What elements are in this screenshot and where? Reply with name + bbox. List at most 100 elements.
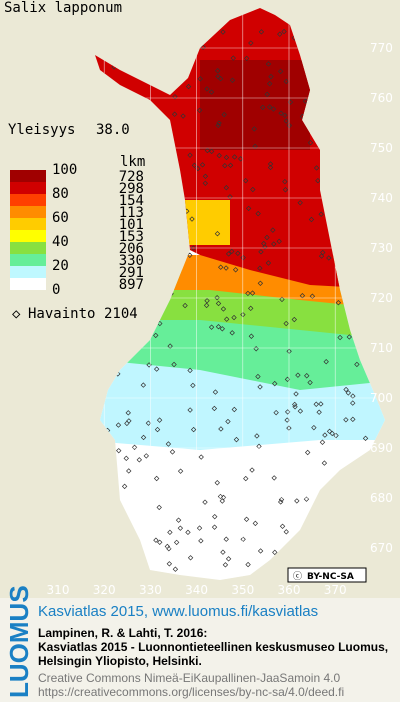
observation-dot xyxy=(294,498,300,504)
legend-swatch xyxy=(10,182,46,194)
observation-dot xyxy=(255,210,261,217)
observation-dot xyxy=(265,61,272,67)
observation-dot xyxy=(357,150,363,157)
observation-dot xyxy=(333,432,339,439)
observation-dot xyxy=(331,78,337,84)
observation-dot xyxy=(109,503,116,509)
observation-dot xyxy=(171,111,178,117)
observation-dot xyxy=(95,194,99,200)
observation-dot xyxy=(165,441,172,447)
observation-dot xyxy=(309,72,315,78)
observation-dot xyxy=(257,384,263,390)
observation-dot xyxy=(344,251,350,258)
observation-dot xyxy=(366,356,372,362)
legend-swatch xyxy=(10,242,46,254)
observation-dot xyxy=(126,148,133,154)
observation-dot xyxy=(282,178,288,185)
observation-dot xyxy=(267,164,274,171)
observation-dot xyxy=(115,422,122,428)
observation-dot xyxy=(313,165,320,171)
observation-dot xyxy=(235,250,241,257)
observation-dot xyxy=(252,520,259,527)
license-url[interactable]: https://creativecommons.org/licenses/by-… xyxy=(38,685,344,699)
observation-dot xyxy=(277,68,284,75)
observation-dot xyxy=(191,162,198,169)
observation-dot xyxy=(273,409,279,416)
observation-dot xyxy=(88,291,92,295)
observation-dot xyxy=(283,118,289,124)
observation-dot xyxy=(156,417,163,423)
observation-dot xyxy=(350,400,356,406)
observation-dot xyxy=(220,549,226,555)
observation-dot xyxy=(364,202,370,209)
legend-scale-label: 0 xyxy=(52,282,60,298)
observation-label: Havainto xyxy=(28,306,95,322)
license-badge xyxy=(287,567,367,583)
observation-dot xyxy=(323,359,329,365)
observation-dot xyxy=(231,314,237,321)
observation-dot xyxy=(157,117,164,123)
observation-dot xyxy=(178,197,185,203)
observation-dot xyxy=(271,241,277,247)
observation-dot xyxy=(121,483,128,490)
observation-dot xyxy=(230,55,236,61)
observation-dot xyxy=(319,99,325,106)
observation-dot xyxy=(350,416,356,423)
observation-dot xyxy=(204,86,210,92)
observation-dot xyxy=(172,566,179,572)
observation-dot xyxy=(243,516,250,522)
y-tick-label: 750 xyxy=(370,141,393,155)
observation-dot xyxy=(113,562,119,568)
observation-dot xyxy=(199,162,206,168)
observation-dot xyxy=(278,110,284,116)
observation-dot xyxy=(345,390,351,396)
observation-dot xyxy=(102,226,108,232)
observation-dot xyxy=(245,205,252,212)
observation-dot xyxy=(197,76,203,82)
x-tick-label: 310 xyxy=(47,583,70,597)
observation-dot xyxy=(248,305,254,312)
observation-dot xyxy=(365,305,371,311)
observation-dot xyxy=(318,401,324,407)
observation-dot xyxy=(219,498,226,504)
observation-dot xyxy=(208,89,215,95)
atlas-link[interactable]: Kasviatlas 2015, www.luomus.fi/kasviatla… xyxy=(38,603,318,620)
observation-dot xyxy=(354,361,360,368)
observation-dot xyxy=(315,521,322,527)
observation-dot xyxy=(249,467,255,473)
observation-dot xyxy=(229,330,235,336)
observation-dot xyxy=(153,475,160,482)
observation-dot xyxy=(143,453,149,459)
observation-dot xyxy=(272,549,278,556)
observation-dot xyxy=(232,267,239,273)
observation-dot xyxy=(113,217,119,224)
legend-swatch xyxy=(10,218,46,230)
observation-dot xyxy=(304,449,311,456)
observation-dot xyxy=(169,449,176,455)
observation-dot xyxy=(334,42,340,49)
observation-dot xyxy=(362,435,369,442)
observation-dot xyxy=(279,296,285,303)
observation-dot xyxy=(304,373,310,379)
observation-dot xyxy=(211,524,218,530)
observation-dot xyxy=(327,558,334,565)
observation-dot xyxy=(115,141,121,148)
zone-patch xyxy=(180,200,230,245)
observation-dot xyxy=(185,83,192,90)
observation-dot xyxy=(122,512,128,519)
observation-dot xyxy=(347,170,353,176)
observation-dot xyxy=(252,143,258,150)
observation-dot xyxy=(145,312,151,318)
observation-dot xyxy=(135,28,142,35)
observation-dot xyxy=(258,29,265,35)
observation-dot xyxy=(189,216,195,222)
observation-dot xyxy=(282,187,289,193)
observation-dot xyxy=(229,77,236,83)
observation-dot xyxy=(243,475,249,482)
observation-dot xyxy=(369,123,376,129)
observation-dot xyxy=(166,561,173,567)
observation-dot xyxy=(216,120,222,126)
observation-dot xyxy=(88,271,92,275)
legend-count: 206 xyxy=(119,241,144,257)
legend-swatch xyxy=(10,170,46,182)
